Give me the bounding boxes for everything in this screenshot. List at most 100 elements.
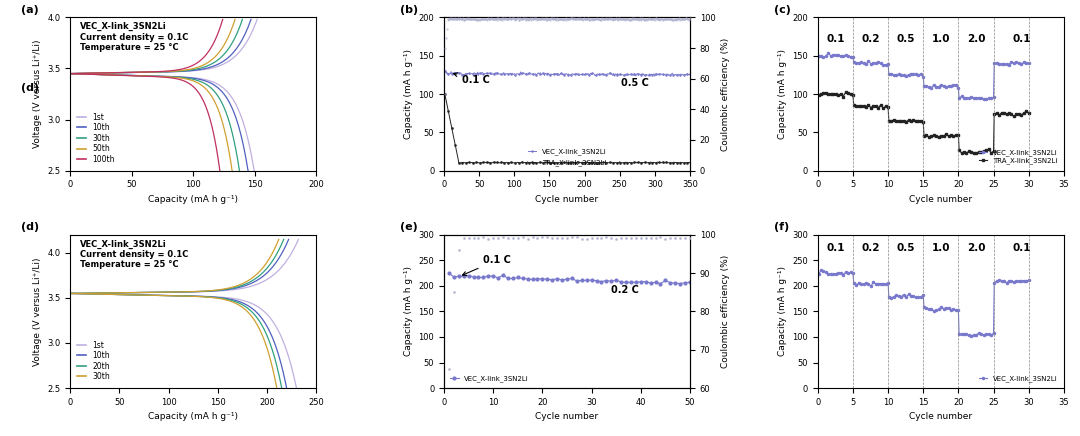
VEC_X-link_3SN2Li	[648, 74, 661, 79]
Point	[608, 14, 625, 21]
VEC_X-link_3SN2Li	[684, 72, 697, 77]
Point	[672, 235, 689, 242]
Point	[484, 15, 501, 22]
VEC_X-link_3SN2Li	[501, 276, 514, 281]
Text: 0.1 C: 0.1 C	[454, 73, 489, 85]
Point	[618, 234, 635, 241]
Point	[662, 15, 679, 22]
Point	[622, 16, 639, 23]
VEC_X-link_3SN2Li	[561, 276, 573, 282]
VEC_X-link_3SN2Li	[615, 279, 627, 284]
TRA_X-link_3SN2Li	[680, 160, 693, 165]
VEC_X-link_3SN2Li	[605, 279, 618, 284]
Point	[554, 15, 571, 22]
Point	[627, 235, 645, 242]
Point	[629, 16, 646, 23]
Point	[451, 14, 469, 21]
Point	[569, 16, 586, 23]
Point	[583, 16, 600, 23]
Point	[642, 15, 659, 22]
Point	[618, 16, 635, 23]
Point	[589, 14, 606, 21]
VEC_X-link_3SN2Li	[620, 280, 633, 285]
Point	[571, 15, 589, 22]
Point	[569, 15, 586, 22]
Point	[603, 235, 620, 242]
Point	[532, 15, 550, 22]
Point	[672, 15, 689, 22]
Point	[483, 15, 500, 22]
TRA_X-link_3SN2Li	[812, 93, 825, 98]
Point	[564, 15, 581, 22]
Point	[622, 16, 639, 23]
Point	[551, 15, 568, 22]
Point	[553, 15, 570, 22]
Point	[676, 16, 693, 23]
Point	[600, 15, 618, 22]
VEC_X-link_3SN2Li	[634, 279, 647, 284]
VEC_X-link_3SN2Li	[995, 279, 1008, 284]
TRA_X-link_3SN2Li	[995, 110, 1008, 116]
Point	[637, 15, 654, 22]
Point	[667, 16, 685, 23]
Point	[507, 16, 524, 23]
Point	[453, 15, 470, 22]
Point	[612, 235, 630, 242]
VEC_X-link_3SN2Li	[599, 278, 612, 283]
VEC_X-link_3SN2Li	[585, 277, 598, 283]
Point	[599, 16, 617, 23]
TRA_X-link_3SN2Li	[955, 150, 968, 156]
Point	[525, 15, 542, 22]
VEC_X-link_3SN2Li	[569, 71, 582, 76]
Point	[606, 16, 623, 23]
Point	[468, 15, 485, 22]
Point	[681, 15, 699, 22]
Text: (b): (b)	[400, 5, 418, 15]
VEC_X-link_3SN2Li	[964, 333, 977, 338]
Point	[564, 234, 581, 241]
Point	[676, 234, 693, 241]
VEC_X-link_3SN2Li	[845, 54, 858, 60]
Point	[620, 15, 637, 22]
Point	[679, 15, 697, 22]
Point	[595, 15, 612, 22]
Point	[571, 16, 589, 23]
VEC_X-link_3SN2Li	[482, 273, 495, 279]
Legend: VEC_X-link_3SN2Li, TRA_X-link_3SN2Li: VEC_X-link_3SN2Li, TRA_X-link_3SN2Li	[526, 147, 608, 167]
Point	[650, 16, 667, 23]
Point	[650, 15, 667, 22]
Point	[613, 15, 631, 22]
TRA_X-link_3SN2Li	[879, 104, 892, 109]
TRA_X-link_3SN2Li	[537, 160, 550, 166]
Point	[475, 234, 492, 241]
Point	[515, 16, 532, 23]
Point	[653, 16, 671, 23]
Point	[505, 15, 523, 22]
Point	[509, 15, 526, 22]
Text: (e): (e)	[400, 222, 418, 232]
Text: (a): (a)	[21, 5, 39, 15]
Point	[540, 16, 557, 23]
Point	[633, 16, 650, 23]
VEC_X-link_3SN2Li	[980, 97, 993, 102]
Point	[527, 15, 544, 22]
Legend: 1st, 10th, 20th, 30th: 1st, 10th, 20th, 30th	[75, 337, 113, 384]
Point	[553, 16, 570, 23]
Text: VEC_X-link_3SN2Li
Current density = 0.1C
Temperature = 25 °C: VEC_X-link_3SN2Li Current density = 0.1C…	[80, 239, 188, 269]
Point	[644, 15, 661, 22]
Point	[636, 16, 653, 23]
Point	[504, 235, 522, 242]
VEC_X-link_3SN2Li	[990, 61, 1003, 66]
VEC_X-link_3SN2Li	[879, 62, 892, 67]
Point	[555, 16, 572, 23]
Point	[635, 16, 652, 23]
Point	[503, 15, 521, 22]
VEC_X-link_3SN2Li	[845, 269, 858, 275]
Point	[511, 17, 528, 24]
Text: 0.1: 0.1	[826, 243, 845, 253]
Point	[603, 15, 620, 22]
VEC_X-link_3SN2Li	[812, 272, 825, 277]
Point	[473, 15, 490, 22]
Point	[491, 15, 509, 22]
TRA_X-link_3SN2Li	[990, 111, 1003, 116]
